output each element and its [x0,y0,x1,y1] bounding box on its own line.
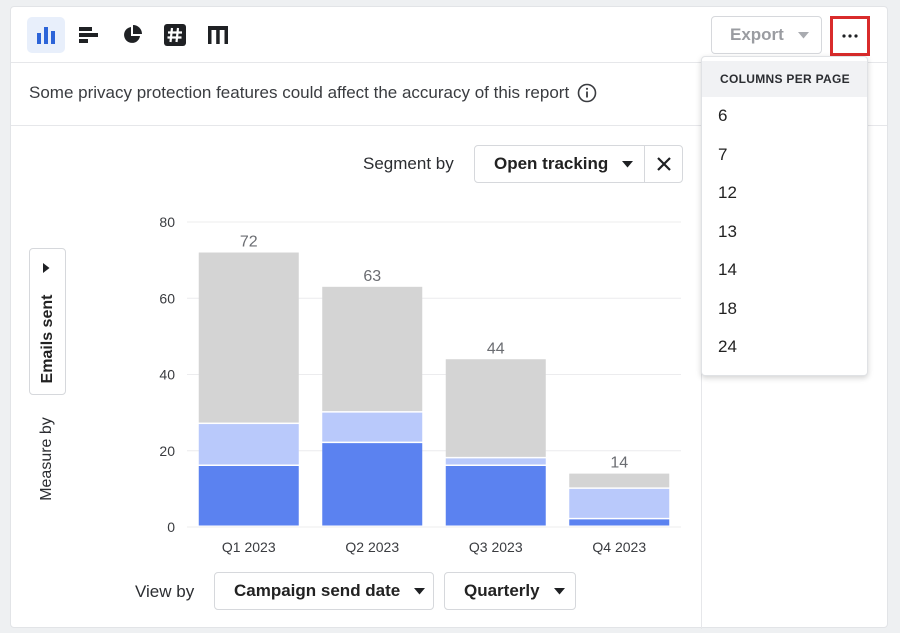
toolbar: Export [11,7,887,63]
segment-dropdown[interactable]: Open tracking [474,145,645,183]
ellipsis-icon [842,34,858,38]
caret-down-icon [622,160,634,167]
columns-per-page-menu: COLUMNS PER PAGE 6 7 12 13 14 18 24 [701,56,868,376]
privacy-notice: Some privacy protection features could a… [29,83,597,103]
export-button[interactable]: Export [711,16,822,54]
y-tick-label: 40 [159,367,175,383]
clear-segment-button[interactable] [644,145,683,183]
y-tick-label: 60 [159,290,175,306]
bar-segment [445,466,546,526]
data-label: 44 [487,340,505,357]
x-tick-label: Q2 2023 [345,539,399,555]
data-label: 72 [240,234,258,251]
interval-value: Quarterly [464,581,540,600]
segment-by-label: Segment by [363,154,454,173]
menu-heading: COLUMNS PER PAGE [702,61,867,97]
caret-down-icon [414,587,426,594]
interval-dropdown[interactable]: Quarterly [444,572,576,610]
x-tick-label: Q3 2023 [469,539,523,555]
x-tick-label: Q4 2023 [592,539,646,555]
measure-dropdown[interactable]: Emails sent [29,248,66,395]
bar-segment [198,252,299,423]
menu-item-13[interactable]: 13 [718,221,737,241]
y-tick-label: 80 [159,214,175,230]
data-label: 63 [363,268,381,285]
caret-down-icon [797,31,809,38]
view-by-dropdown[interactable]: Campaign send date [214,572,434,610]
menu-item-14[interactable]: 14 [718,260,737,280]
privacy-notice-text: Some privacy protection features could a… [29,83,570,102]
pie-chart-icon[interactable] [113,17,151,53]
y-tick-label: 20 [159,443,175,459]
bar-chart: 0 20 40 60 80 72 Q1 2023 63 Q2 2023 44 Q3 2023 14 Q4… [159,214,681,555]
menu-item-7[interactable]: 7 [718,144,728,164]
bar-segment [445,359,546,457]
table-icon[interactable] [199,17,237,53]
divider [701,125,702,629]
bar-segment [198,424,299,465]
info-icon[interactable] [577,83,597,103]
bar-segment [569,488,670,518]
bar-segment [322,443,423,526]
bar-segment [322,286,423,412]
horizontal-bar-icon[interactable] [70,17,108,53]
y-tick-label: 0 [167,519,175,535]
bar-segment [322,412,423,442]
bar-chart-icon[interactable] [27,17,65,53]
view-by-label: View by [135,582,195,601]
bar-segment [198,466,299,526]
divider [11,125,887,126]
menu-item-6[interactable]: 6 [718,106,728,126]
menu-item-24[interactable]: 24 [718,337,737,357]
data-label: 14 [610,455,628,472]
bar-segment [569,473,670,488]
close-icon [656,157,671,171]
caret-down-icon [553,587,565,594]
number-icon[interactable] [156,17,194,53]
segment-value: Open tracking [494,154,609,173]
menu-item-18[interactable]: 18 [718,298,737,318]
more-options-button[interactable] [830,16,870,56]
bar-segment [569,519,670,526]
caret-right-icon [43,263,50,273]
x-tick-label: Q1 2023 [222,539,276,555]
view-by-value: Campaign send date [234,581,401,600]
bar-segment [445,458,546,465]
menu-item-12[interactable]: 12 [718,183,737,203]
export-label: Export [730,25,784,44]
